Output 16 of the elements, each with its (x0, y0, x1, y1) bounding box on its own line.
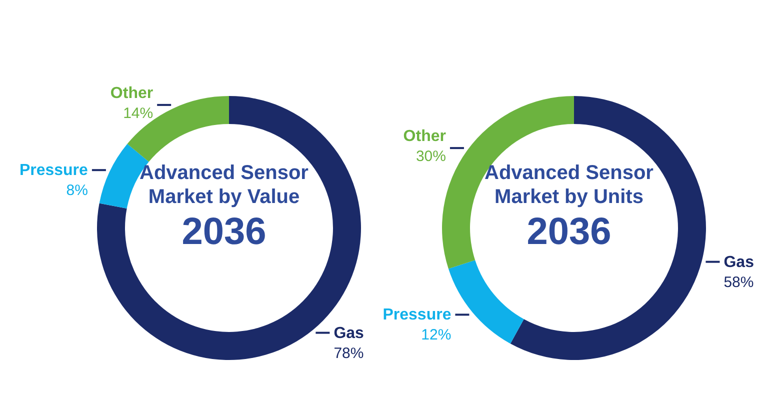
data-label: 30% (416, 148, 446, 166)
data-label: 14% (123, 104, 154, 122)
slice-label: Other (403, 128, 446, 146)
slice-label: Pressure (19, 162, 88, 180)
data-label: 8% (66, 182, 88, 200)
slice-label: Pressure (382, 306, 452, 324)
data-label: 78% (334, 344, 364, 362)
data-label: 12% (421, 326, 452, 344)
text: Advanced Sensor Market by Value (138, 161, 310, 209)
text: 2036 (180, 210, 268, 255)
slice-label: Other (110, 84, 154, 102)
data-label: 58% (724, 274, 754, 291)
text: 2036 (526, 210, 612, 255)
slice-label: Gas (724, 254, 754, 271)
text: Advanced Sensor Market by Units (484, 161, 654, 209)
slice-label: Gas (334, 324, 364, 342)
